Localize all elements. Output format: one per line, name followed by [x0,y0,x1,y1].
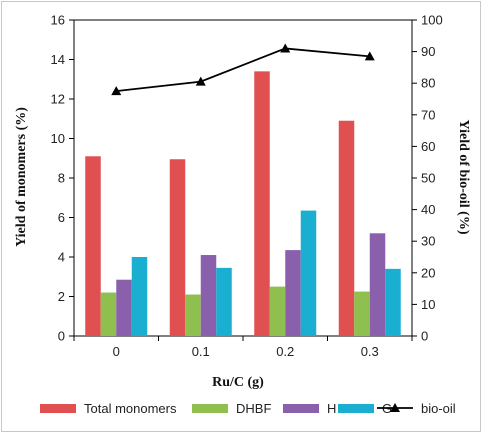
bar-total-monomers [85,156,101,336]
y-tick-label-right: 40 [421,202,435,217]
legend-swatch-total-monomers [40,404,76,413]
bar-dhbf [269,286,286,336]
bar-h [369,233,386,336]
x-tick-label: 0 [113,344,120,359]
bar-total-monomers [169,159,186,336]
chart-frame: 0 2 4 6 8 10 12 14 16 0 10 20 30 40 50 60 70 80 90 100 0 0.1 0… [1,1,481,432]
chart: 0 2 4 6 8 10 12 14 16 0 10 20 30 40 50 60 70 80 90 100 0 0.1 0… [14,13,471,417]
y-tick-label-left: 2 [58,289,65,304]
y-tick-label-right: 60 [421,139,435,154]
y-tick-label-right: 50 [421,171,435,186]
point-bio-oil [280,43,291,53]
x-tick-label: 0.2 [276,344,294,359]
bar-h [200,255,217,336]
y-tick-label-right: 0 [421,329,428,344]
y-tick-label-right: 20 [421,265,435,280]
legend-swatch-dhbf [192,404,228,413]
bar-g [300,210,317,336]
bar-g [385,268,401,336]
x-tick-label: 0.3 [361,344,379,359]
bar-total-monomers [254,71,270,336]
legend-swatch-g [338,404,374,413]
legend-label-dhbf: DHBF [236,401,271,416]
y-tick-label-right: 80 [421,76,435,91]
x-tick-label: 0.1 [192,344,210,359]
bar-g [131,257,148,336]
y-tick-label-right: 30 [421,234,435,249]
y-tick-label-left: 0 [58,329,65,344]
bio-oil-line-group [111,43,375,96]
axes: 0 2 4 6 8 10 12 14 16 0 10 20 30 40 50 60 70 80 90 100 0 0.1 0… [51,13,443,360]
y-tick-label-left: 4 [58,250,65,265]
legend-swatch-h [283,404,319,413]
bar-h [116,279,132,336]
y-tick-label-left: 6 [58,210,65,225]
legend: Total monomersDHBFHGbio-oil [40,401,456,416]
bar-g [216,267,232,336]
bar-h [285,250,301,336]
legend-label-bio-oil: bio-oil [421,401,456,416]
legend-marker-bio-oil [390,403,400,412]
x-axis-title: Ru/C (g) [212,375,264,390]
bar-dhbf [100,292,117,336]
bar-total-monomers [338,120,355,336]
y-tick-label-right: 10 [421,297,435,312]
y-tick-label-left: 12 [51,92,65,107]
bar-group [85,71,401,336]
bar-dhbf [185,294,201,336]
y-tick-label-left: 16 [51,13,65,28]
point-bio-oil [111,86,122,96]
y-axis-title-left: Yield of monomers (%) [14,107,29,247]
y-tick-label-right: 70 [421,107,435,122]
y-tick-label-left: 14 [51,52,65,67]
y-tick-label-left: 8 [58,171,65,186]
line-bio-oil [116,47,370,92]
legend-label-total-monomers: Total monomers [84,401,177,416]
y-tick-label-right: 90 [421,44,435,59]
legend-label-h: H [327,401,336,416]
y-tick-label-left: 10 [51,131,65,146]
point-bio-oil [364,51,375,61]
bar-dhbf [354,291,370,336]
point-bio-oil [195,76,206,86]
y-axis-title-right: Yield of bio-oil (%) [456,120,471,235]
y-tick-label-right: 100 [421,13,443,28]
